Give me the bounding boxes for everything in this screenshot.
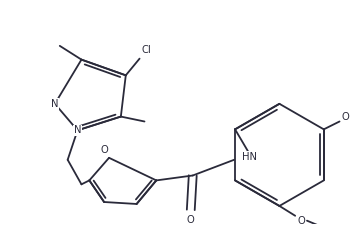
Text: O: O <box>342 112 349 122</box>
Text: N: N <box>74 125 81 135</box>
Text: O: O <box>187 215 195 225</box>
Text: HN: HN <box>242 152 257 162</box>
Text: O: O <box>297 216 305 226</box>
Text: Cl: Cl <box>142 45 151 55</box>
Text: N: N <box>51 99 58 109</box>
Text: O: O <box>100 145 108 155</box>
